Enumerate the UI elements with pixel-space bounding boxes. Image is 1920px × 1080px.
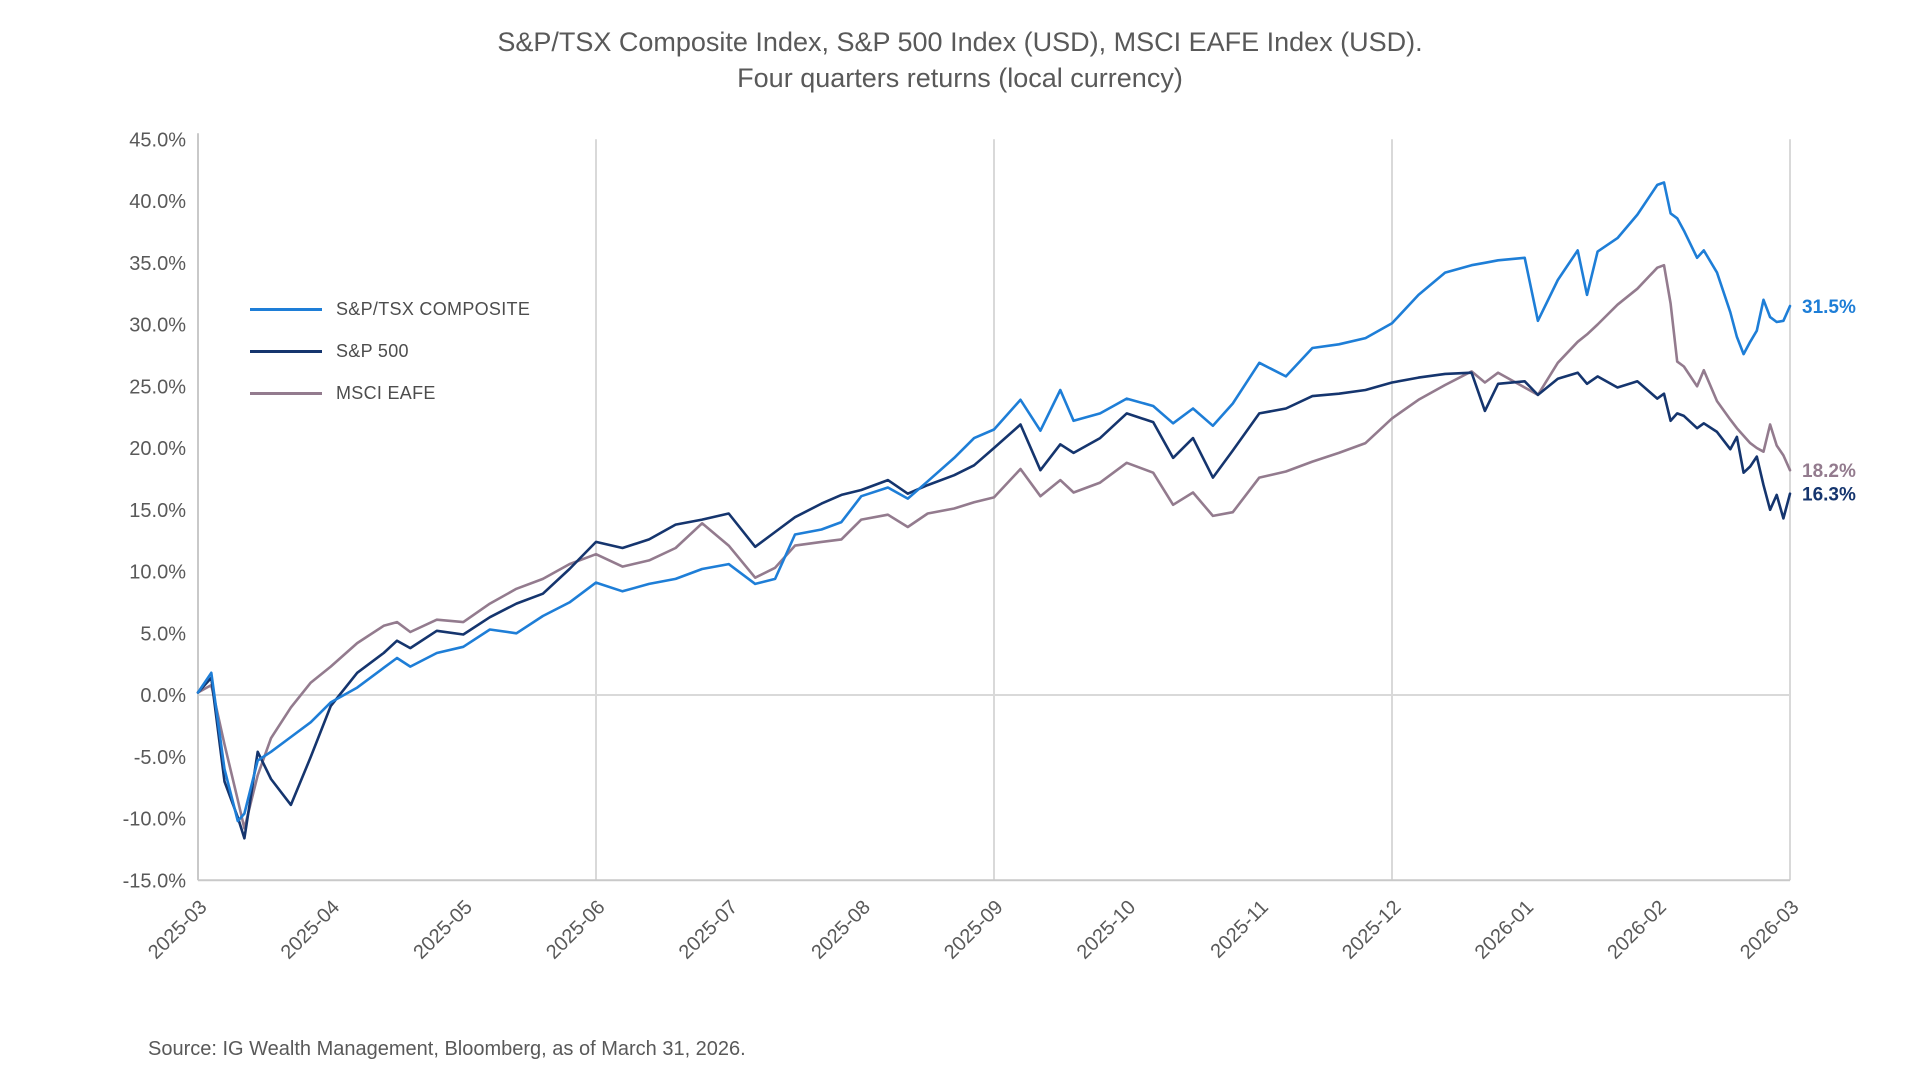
x-tick-label-2025-04: 2025-04 [277, 896, 344, 963]
chart-title: S&P/TSX Composite Index, S&P 500 Index (… [0, 24, 1920, 96]
y-tick-label--15.0%: -15.0% [123, 870, 187, 892]
legend-line-swatch-msci-eafe [250, 391, 322, 395]
y-tick-label-20.0%: 20.0% [129, 438, 186, 460]
chart-title-line2: Four quarters returns (local currency) [737, 63, 1183, 93]
y-tick-label--5.0%: -5.0% [134, 747, 186, 769]
chart-title-line1: S&P/TSX Composite Index, S&P 500 Index (… [497, 27, 1423, 57]
y-tick-label-0.0%: 0.0% [140, 685, 186, 707]
x-tick-label-2025-03: 2025-03 [144, 896, 211, 963]
y-tick-label-30.0%: 30.0% [129, 315, 186, 337]
end-value-label-s-p-500: 16.3% [1802, 485, 1856, 506]
y-tick-label-40.0%: 40.0% [129, 191, 186, 213]
legend-item-msci-eafe: MSCI EAFE [250, 372, 530, 414]
legend-item-sptsx: S&P/TSX COMPOSITE [250, 288, 530, 330]
source-note: Source: IG Wealth Management, Bloomberg,… [148, 1038, 746, 1060]
y-tick-label-35.0%: 35.0% [129, 253, 186, 275]
chart-legend: S&P/TSX COMPOSITE S&P 500 MSCI EAFE [250, 288, 530, 414]
y-tick-label-15.0%: 15.0% [129, 500, 186, 522]
legend-line-swatch-sptsx [250, 307, 322, 311]
legend-item-sp500: S&P 500 [250, 330, 530, 372]
end-value-label-s-p-tsx-composite: 31.5% [1802, 297, 1856, 318]
x-tick-label-2025-07: 2025-07 [675, 896, 742, 963]
series-line-s-p-tsx-composite [196, 181, 1792, 823]
legend-label-sp500: S&P 500 [336, 340, 409, 361]
x-tick-label-2025-11: 2025-11 [1206, 896, 1272, 962]
x-tick-label-2026-02: 2026-02 [1603, 896, 1670, 963]
y-tick-label-5.0%: 5.0% [140, 623, 186, 645]
x-tick-label-2025-10: 2025-10 [1073, 896, 1140, 963]
series-line-s-p-500 [196, 371, 1792, 840]
x-tick-label-2025-09: 2025-09 [940, 896, 1007, 963]
y-tick-label-25.0%: 25.0% [129, 376, 186, 398]
x-tick-label-2025-12: 2025-12 [1338, 896, 1405, 963]
x-tick-label-2025-05: 2025-05 [409, 896, 476, 963]
legend-label-msci-eafe: MSCI EAFE [336, 382, 436, 403]
x-tick-label-2026-01: 2026-01 [1471, 896, 1538, 963]
x-tick-label-2025-08: 2025-08 [807, 896, 874, 963]
y-tick-label-10.0%: 10.0% [129, 562, 186, 584]
x-tick-label-2026-03: 2026-03 [1736, 896, 1803, 963]
y-tick-label--10.0%: -10.0% [123, 809, 187, 831]
y-tick-label-45.0%: 45.0% [129, 129, 186, 151]
end-value-label-msci-eafe: 18.2% [1802, 461, 1856, 482]
x-tick-label-2025-06: 2025-06 [542, 896, 609, 963]
legend-line-swatch-sp500 [250, 349, 322, 353]
series-line-msci-eafe [196, 263, 1792, 830]
legend-label-sptsx: S&P/TSX COMPOSITE [336, 298, 531, 319]
